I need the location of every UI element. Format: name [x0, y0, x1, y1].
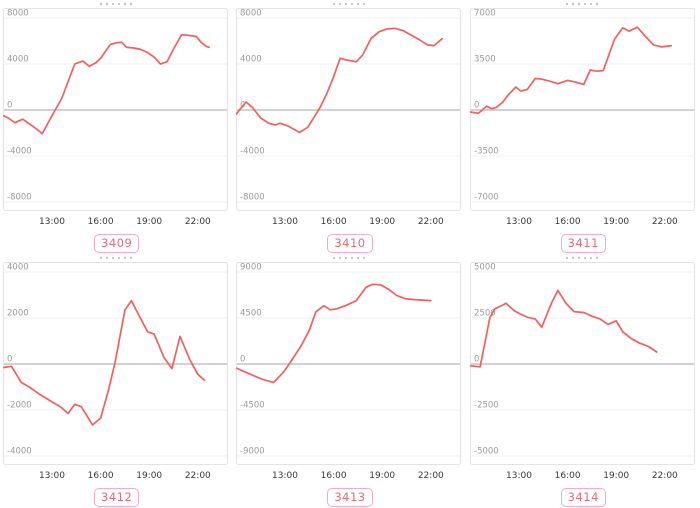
chart-id-badge[interactable]: 3410 [327, 234, 373, 253]
chart-cell-3412: 4000 2000 0 -2000 -4000 13:00 16:00 19:00 22:00 … [0, 254, 233, 508]
svg-text:2000: 2000 [7, 309, 29, 319]
line-chart: 7000 3500 0 -3500 -7000 13:00 16:00 19:00 22:00 [469, 8, 695, 227]
svg-text:22:00: 22:00 [418, 471, 444, 481]
svg-text:19:00: 19:00 [603, 471, 629, 481]
svg-text:16:00: 16:00 [88, 217, 114, 227]
svg-text:-8000: -8000 [240, 193, 265, 203]
line-chart: 4000 2000 0 -2000 -4000 13:00 16:00 19:00 22:00 [3, 262, 228, 481]
svg-text:3500: 3500 [474, 55, 496, 65]
clipped-chart-title [99, 3, 134, 5]
chart-id-badge[interactable]: 3409 [94, 234, 140, 253]
svg-text:-9000: -9000 [240, 447, 265, 457]
svg-text:2500: 2500 [474, 309, 496, 319]
badge-row: 3414 [467, 486, 700, 507]
svg-text:13:00: 13:00 [272, 471, 298, 481]
clipped-chart-title [332, 257, 367, 259]
svg-text:22:00: 22:00 [651, 471, 677, 481]
svg-text:19:00: 19:00 [603, 217, 629, 227]
svg-text:19:00: 19:00 [136, 471, 162, 481]
svg-text:22:00: 22:00 [185, 217, 211, 227]
svg-text:13:00: 13:00 [506, 217, 532, 227]
svg-text:4000: 4000 [7, 55, 29, 65]
svg-text:19:00: 19:00 [370, 471, 396, 481]
clipped-chart-title [566, 3, 601, 5]
svg-text:-2500: -2500 [474, 401, 499, 411]
svg-text:22:00: 22:00 [418, 217, 444, 227]
svg-text:13:00: 13:00 [272, 217, 298, 227]
line-chart: 5000 2500 0 -2500 -5000 13:00 16:00 19:00 22:00 [469, 262, 695, 481]
clipped-chart-title [99, 257, 134, 259]
svg-text:13:00: 13:00 [506, 471, 532, 481]
svg-text:-8000: -8000 [7, 193, 32, 203]
chart-cell-3409: 8000 4000 0 -4000 -8000 13:00 16:00 19:00 22:00 … [0, 0, 233, 254]
svg-text:8000: 8000 [7, 9, 29, 19]
line-chart: 9000 4500 0 -4500 -9000 13:00 16:00 19:00 22:00 [236, 262, 462, 481]
svg-text:13:00: 13:00 [39, 471, 65, 481]
svg-text:16:00: 16:00 [321, 217, 347, 227]
svg-text:19:00: 19:00 [370, 217, 396, 227]
chart-cell-3414: 5000 2500 0 -2500 -5000 13:00 16:00 19:00 22:00 … [467, 254, 700, 508]
chart-cell-3413: 9000 4500 0 -4500 -9000 13:00 16:00 19:00 22:00 … [233, 254, 466, 508]
svg-text:4000: 4000 [7, 263, 29, 273]
svg-text:16:00: 16:00 [88, 471, 114, 481]
svg-text:-4500: -4500 [240, 401, 265, 411]
chart-id-badge[interactable]: 3414 [560, 488, 606, 507]
svg-text:-4000: -4000 [7, 447, 32, 457]
svg-text:22:00: 22:00 [185, 471, 211, 481]
badge-row: 3411 [467, 232, 700, 253]
svg-text:8000: 8000 [240, 9, 262, 19]
svg-text:22:00: 22:00 [651, 217, 677, 227]
clipped-chart-title [332, 3, 367, 5]
line-chart: 8000 4000 0 -4000 -8000 13:00 16:00 19:00 22:00 [3, 8, 228, 227]
svg-text:9000: 9000 [240, 263, 262, 273]
svg-text:4500: 4500 [240, 309, 262, 319]
svg-text:-7000: -7000 [474, 193, 499, 203]
badge-row: 3409 [0, 232, 233, 253]
svg-text:-3500: -3500 [474, 147, 499, 157]
svg-text:-4000: -4000 [7, 147, 32, 157]
badge-row: 3413 [233, 486, 466, 507]
svg-text:-5000: -5000 [474, 447, 499, 457]
chart-id-badge[interactable]: 3413 [327, 488, 373, 507]
svg-text:0: 0 [474, 101, 479, 111]
svg-text:-4000: -4000 [240, 147, 265, 157]
svg-text:-2000: -2000 [7, 401, 32, 411]
svg-text:0: 0 [7, 355, 12, 365]
chart-id-badge[interactable]: 3412 [94, 488, 140, 507]
svg-text:0: 0 [474, 355, 479, 365]
badge-row: 3412 [0, 486, 233, 507]
svg-text:13:00: 13:00 [39, 217, 65, 227]
clipped-chart-title [566, 257, 601, 259]
svg-text:16:00: 16:00 [554, 471, 580, 481]
svg-text:4000: 4000 [240, 55, 262, 65]
chart-id-badge[interactable]: 3411 [560, 234, 606, 253]
chart-cell-3410: 8000 4000 0 -4000 -8000 13:00 16:00 19:00 22:00 … [233, 0, 466, 254]
svg-text:16:00: 16:00 [321, 471, 347, 481]
svg-text:19:00: 19:00 [136, 217, 162, 227]
badge-row: 3410 [233, 232, 466, 253]
svg-text:5000: 5000 [474, 263, 496, 273]
svg-text:0: 0 [240, 355, 245, 365]
svg-text:7000: 7000 [474, 9, 496, 19]
svg-text:0: 0 [7, 101, 12, 111]
chart-cell-3411: 7000 3500 0 -3500 -7000 13:00 16:00 19:00 22:00 … [467, 0, 700, 254]
svg-text:16:00: 16:00 [554, 217, 580, 227]
